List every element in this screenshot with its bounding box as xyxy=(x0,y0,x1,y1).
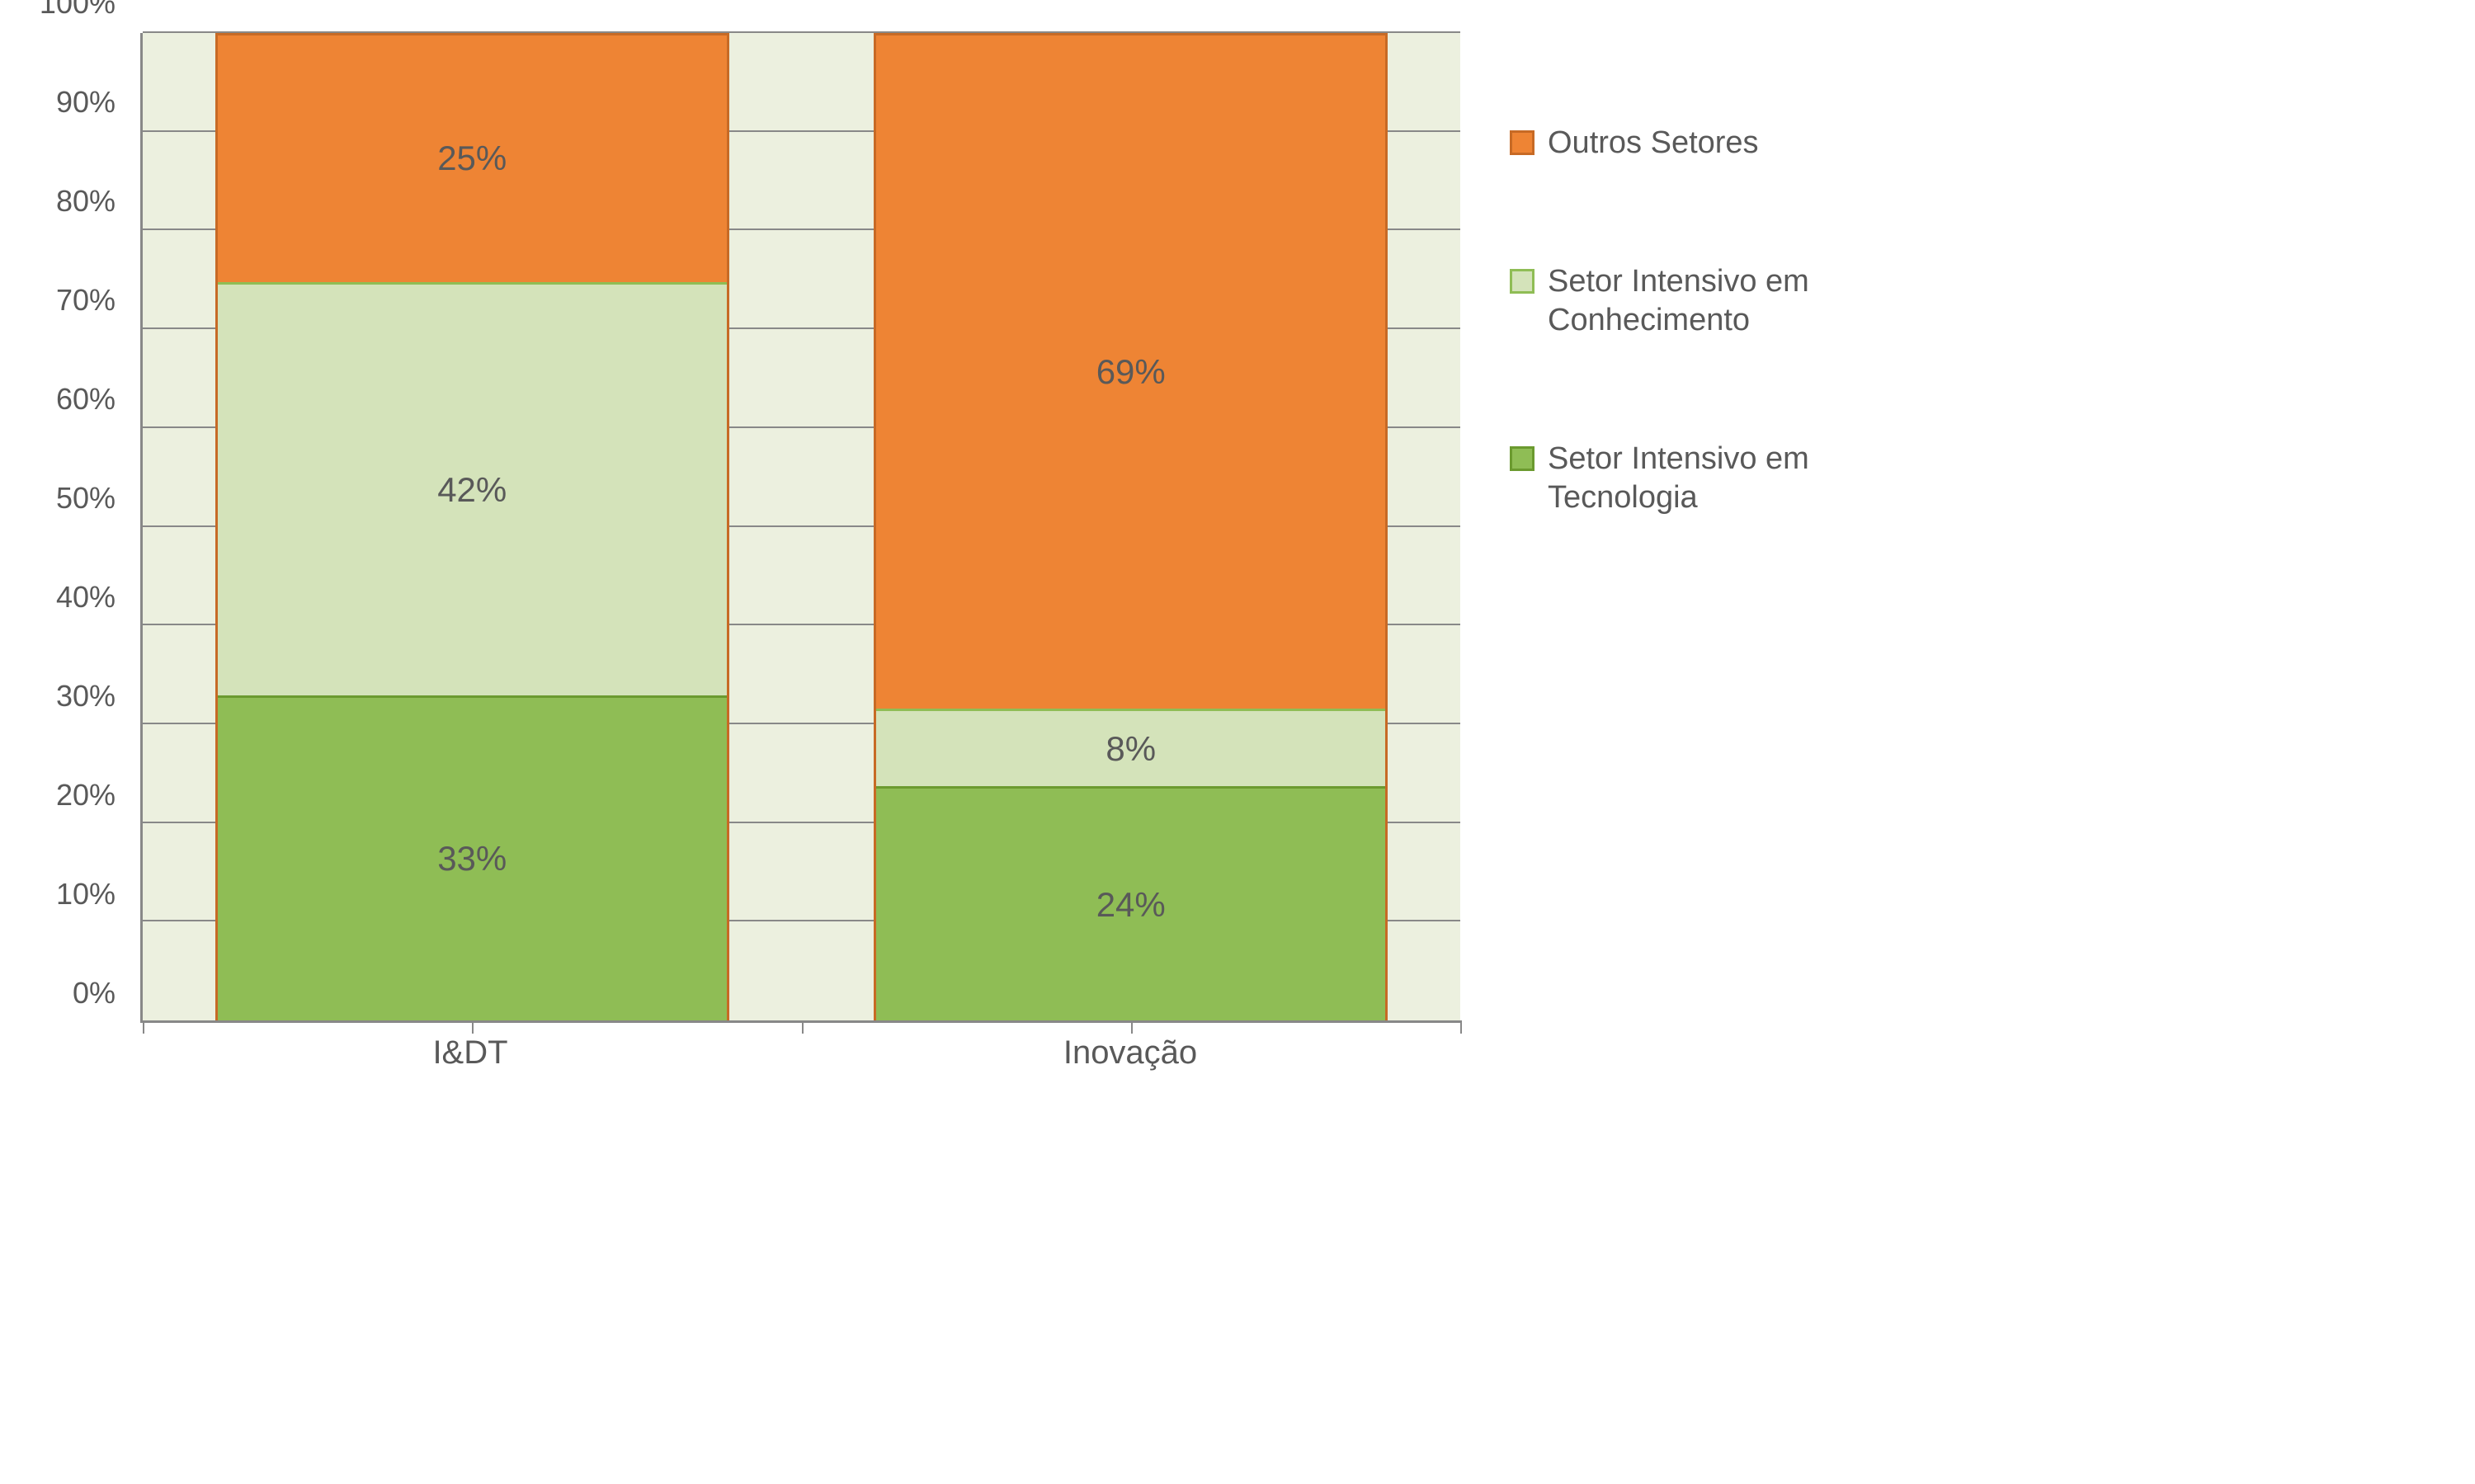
bar-segment-setor_tecnologia: 33% xyxy=(218,695,727,1020)
bar-segment-setor_tecnologia: 24% xyxy=(876,786,1385,1020)
bar-slot: 33% 42% 25% xyxy=(143,33,802,1020)
bar-segment-label: 42% xyxy=(437,470,507,510)
x-tick-mark xyxy=(1131,1020,1133,1034)
y-tick-label: 10% xyxy=(33,879,132,909)
legend-swatch xyxy=(1510,130,1534,155)
x-axis-labels: I&DTInovação xyxy=(140,1023,1460,1072)
x-tick-mark xyxy=(1460,1020,1462,1034)
chart-container: 0%10%20%30%40%50%60%70%80%90%100% 33%42%… xyxy=(33,33,2442,1072)
y-tick-label: 100% xyxy=(33,0,132,18)
bar-segment-outros: 69% xyxy=(876,35,1385,709)
bar-segment-label: 33% xyxy=(437,839,507,879)
y-tick-label: 80% xyxy=(33,186,132,216)
bars-group: 33% 42% 25% 24% 8% 69% xyxy=(143,33,1460,1020)
bar-segment-setor_conhecimento: 42% xyxy=(218,282,727,695)
y-tick-label: 50% xyxy=(33,483,132,513)
bar-segment-label: 69% xyxy=(1096,352,1166,392)
legend-label: Outros Setores xyxy=(1548,124,1759,163)
bar-segment-outros: 25% xyxy=(218,35,727,282)
bar-slot: 24% 8% 69% xyxy=(802,33,1461,1020)
stacked-bar: 33% 42% 25% xyxy=(215,33,729,1020)
x-axis-label: I&DT xyxy=(140,1023,800,1072)
legend-item-outros: Outros Setores xyxy=(1510,124,1828,163)
plot-region: 0%10%20%30%40%50%60%70%80%90%100% 33%42%… xyxy=(33,33,1460,1072)
bar-segment-setor_conhecimento: 8% xyxy=(876,709,1385,787)
y-tick-label: 40% xyxy=(33,582,132,612)
legend: Outros Setores Setor Intensivo em Conheci… xyxy=(1510,33,1828,518)
plot-area: 33% 42% 25% 24% 8% 69% xyxy=(140,33,1460,1023)
bar-segment-label: 8% xyxy=(1106,729,1156,769)
legend-label: Setor Intensivo em Conhecimento xyxy=(1548,262,1828,341)
legend-item-setor_conhecimento: Setor Intensivo em Conhecimento xyxy=(1510,262,1828,341)
legend-item-setor_tecnologia: Setor Intensivo em Tecnologia xyxy=(1510,440,1828,518)
y-tick-label: 60% xyxy=(33,384,132,414)
legend-swatch xyxy=(1510,269,1534,294)
y-tick-label: 30% xyxy=(33,681,132,711)
x-tick-mark xyxy=(802,1020,804,1034)
y-axis: 0%10%20%30%40%50%60%70%80%90%100% xyxy=(33,33,132,1023)
y-tick-label: 0% xyxy=(33,978,132,1008)
stacked-bar: 24% 8% 69% xyxy=(874,33,1388,1020)
bar-segment-label: 25% xyxy=(437,139,507,178)
y-tick-label: 70% xyxy=(33,285,132,315)
legend-swatch xyxy=(1510,446,1534,471)
y-tick-label: 20% xyxy=(33,780,132,810)
legend-label: Setor Intensivo em Tecnologia xyxy=(1548,440,1828,518)
x-tick-mark xyxy=(143,1020,144,1034)
bar-segment-label: 24% xyxy=(1096,885,1166,925)
y-tick-label: 90% xyxy=(33,87,132,117)
x-tick-mark xyxy=(472,1020,474,1034)
